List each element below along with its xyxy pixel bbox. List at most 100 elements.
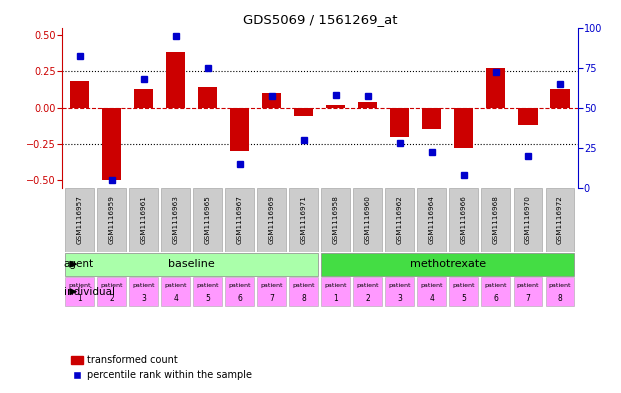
- Text: GSM1116958: GSM1116958: [333, 195, 339, 244]
- Bar: [225, 187, 254, 252]
- Text: patient: patient: [132, 283, 155, 288]
- Text: patient: patient: [389, 283, 411, 288]
- Text: GSM1116962: GSM1116962: [397, 195, 403, 244]
- Legend: transformed count, percentile rank within the sample: transformed count, percentile rank withi…: [67, 352, 256, 384]
- Bar: [65, 187, 94, 252]
- Text: patient: patient: [229, 283, 251, 288]
- Bar: [102, 108, 121, 180]
- Bar: [193, 187, 222, 252]
- Bar: [65, 253, 318, 275]
- Bar: [262, 93, 281, 108]
- Text: 2: 2: [109, 294, 114, 303]
- Text: agent: agent: [64, 259, 94, 269]
- Text: patient: patient: [261, 283, 283, 288]
- Bar: [358, 102, 378, 108]
- Text: methotrexate: methotrexate: [410, 259, 486, 269]
- Text: baseline: baseline: [168, 259, 215, 269]
- Bar: [450, 187, 478, 252]
- Bar: [97, 187, 126, 252]
- Text: 3: 3: [397, 294, 402, 303]
- Bar: [422, 108, 442, 129]
- Title: GDS5069 / 1561269_at: GDS5069 / 1561269_at: [243, 13, 397, 26]
- Text: GSM1116964: GSM1116964: [429, 195, 435, 244]
- Bar: [417, 277, 446, 306]
- Bar: [193, 277, 222, 306]
- Text: GSM1116970: GSM1116970: [525, 195, 531, 244]
- Text: 3: 3: [142, 294, 146, 303]
- Bar: [353, 187, 383, 252]
- Text: individual: individual: [64, 286, 115, 297]
- Bar: [161, 187, 190, 252]
- Text: patient: patient: [68, 283, 91, 288]
- Bar: [514, 277, 542, 306]
- Text: 1: 1: [78, 294, 82, 303]
- Bar: [289, 187, 318, 252]
- Text: GSM1116959: GSM1116959: [109, 195, 115, 244]
- Bar: [481, 277, 510, 306]
- Text: 8: 8: [301, 294, 306, 303]
- Text: 6: 6: [494, 294, 498, 303]
- Bar: [390, 108, 409, 137]
- Text: GSM1116963: GSM1116963: [173, 195, 179, 244]
- Bar: [134, 89, 153, 108]
- Bar: [230, 108, 250, 151]
- Bar: [257, 187, 286, 252]
- Bar: [225, 277, 254, 306]
- Text: patient: patient: [101, 283, 123, 288]
- Text: GSM1116968: GSM1116968: [493, 195, 499, 244]
- Bar: [129, 277, 158, 306]
- Bar: [322, 277, 350, 306]
- Bar: [417, 187, 446, 252]
- Text: 8: 8: [558, 294, 562, 303]
- Bar: [166, 52, 185, 108]
- Bar: [322, 187, 350, 252]
- Bar: [486, 68, 505, 108]
- Bar: [326, 105, 345, 108]
- Text: GSM1116969: GSM1116969: [269, 195, 275, 244]
- Bar: [70, 81, 89, 108]
- Bar: [161, 277, 190, 306]
- Text: patient: patient: [420, 283, 443, 288]
- Text: 5: 5: [461, 294, 466, 303]
- Bar: [386, 277, 414, 306]
- Bar: [257, 277, 286, 306]
- Text: patient: patient: [325, 283, 347, 288]
- Text: patient: patient: [549, 283, 571, 288]
- Text: GSM1116957: GSM1116957: [77, 195, 83, 244]
- Text: patient: patient: [517, 283, 539, 288]
- Text: patient: patient: [356, 283, 379, 288]
- Bar: [455, 108, 473, 148]
- Bar: [519, 108, 538, 125]
- Text: 1: 1: [333, 294, 338, 303]
- Bar: [514, 187, 542, 252]
- Bar: [545, 187, 574, 252]
- Bar: [97, 277, 126, 306]
- Text: 7: 7: [525, 294, 530, 303]
- Text: 6: 6: [237, 294, 242, 303]
- Bar: [65, 277, 94, 306]
- Text: 4: 4: [430, 294, 434, 303]
- Text: 5: 5: [206, 294, 210, 303]
- Text: GSM1116966: GSM1116966: [461, 195, 467, 244]
- Text: patient: patient: [484, 283, 507, 288]
- Text: 7: 7: [270, 294, 274, 303]
- Text: GSM1116971: GSM1116971: [301, 195, 307, 244]
- Text: GSM1116960: GSM1116960: [365, 195, 371, 244]
- Bar: [550, 89, 569, 108]
- Text: patient: patient: [165, 283, 187, 288]
- Bar: [353, 277, 383, 306]
- Bar: [322, 253, 574, 275]
- Text: 2: 2: [366, 294, 370, 303]
- Text: GSM1116972: GSM1116972: [557, 195, 563, 244]
- Bar: [481, 187, 510, 252]
- Bar: [386, 187, 414, 252]
- Bar: [545, 277, 574, 306]
- Text: GSM1116961: GSM1116961: [141, 195, 147, 244]
- Bar: [294, 108, 314, 116]
- Text: patient: patient: [292, 283, 315, 288]
- Bar: [450, 277, 478, 306]
- Text: GSM1116965: GSM1116965: [205, 195, 211, 244]
- Bar: [198, 87, 217, 108]
- Text: 4: 4: [173, 294, 178, 303]
- Text: GSM1116967: GSM1116967: [237, 195, 243, 244]
